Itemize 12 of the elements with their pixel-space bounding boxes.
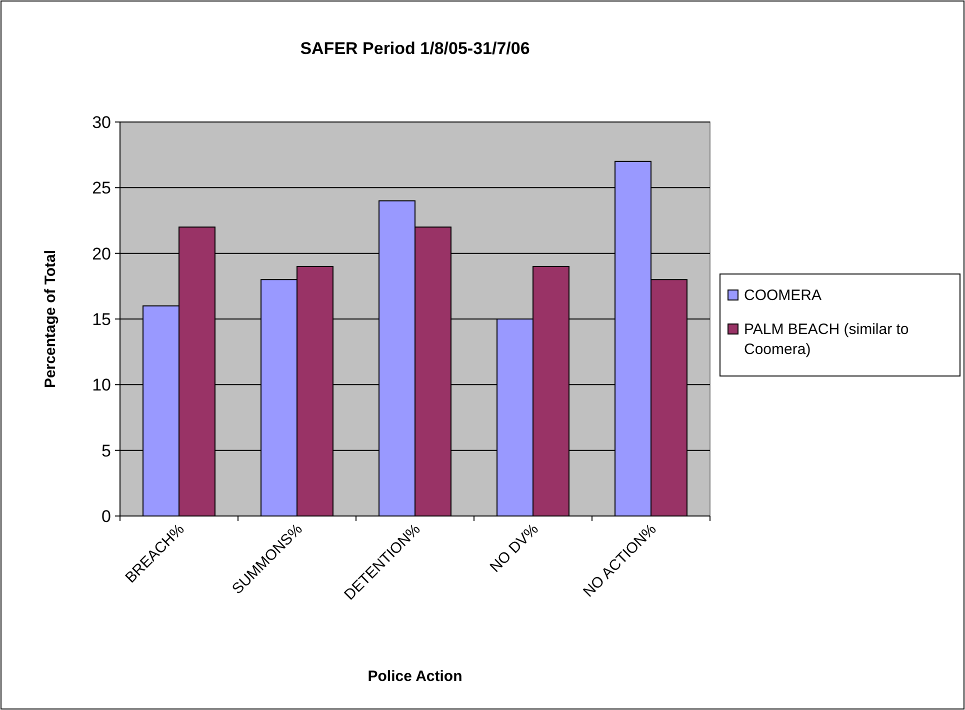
y-tick-label: 20 [92, 244, 111, 264]
y-tick-label: 25 [92, 178, 111, 198]
legend-label: PALM BEACH (similar to Coomera) [744, 321, 909, 358]
y-axis-title: Percentage of Total [42, 250, 59, 388]
y-tick-label: 30 [92, 113, 111, 132]
y-tick-label: 0 [102, 507, 111, 526]
y-tick-label: 10 [92, 376, 111, 395]
x-axis-title: Police Action [368, 668, 462, 685]
chart-title: SAFER Period 1/8/05-31/7/06 [300, 39, 530, 58]
y-tick-label: 5 [102, 441, 111, 460]
legend-label: COOMERA [744, 287, 822, 304]
y-tick-label: 15 [92, 310, 111, 329]
